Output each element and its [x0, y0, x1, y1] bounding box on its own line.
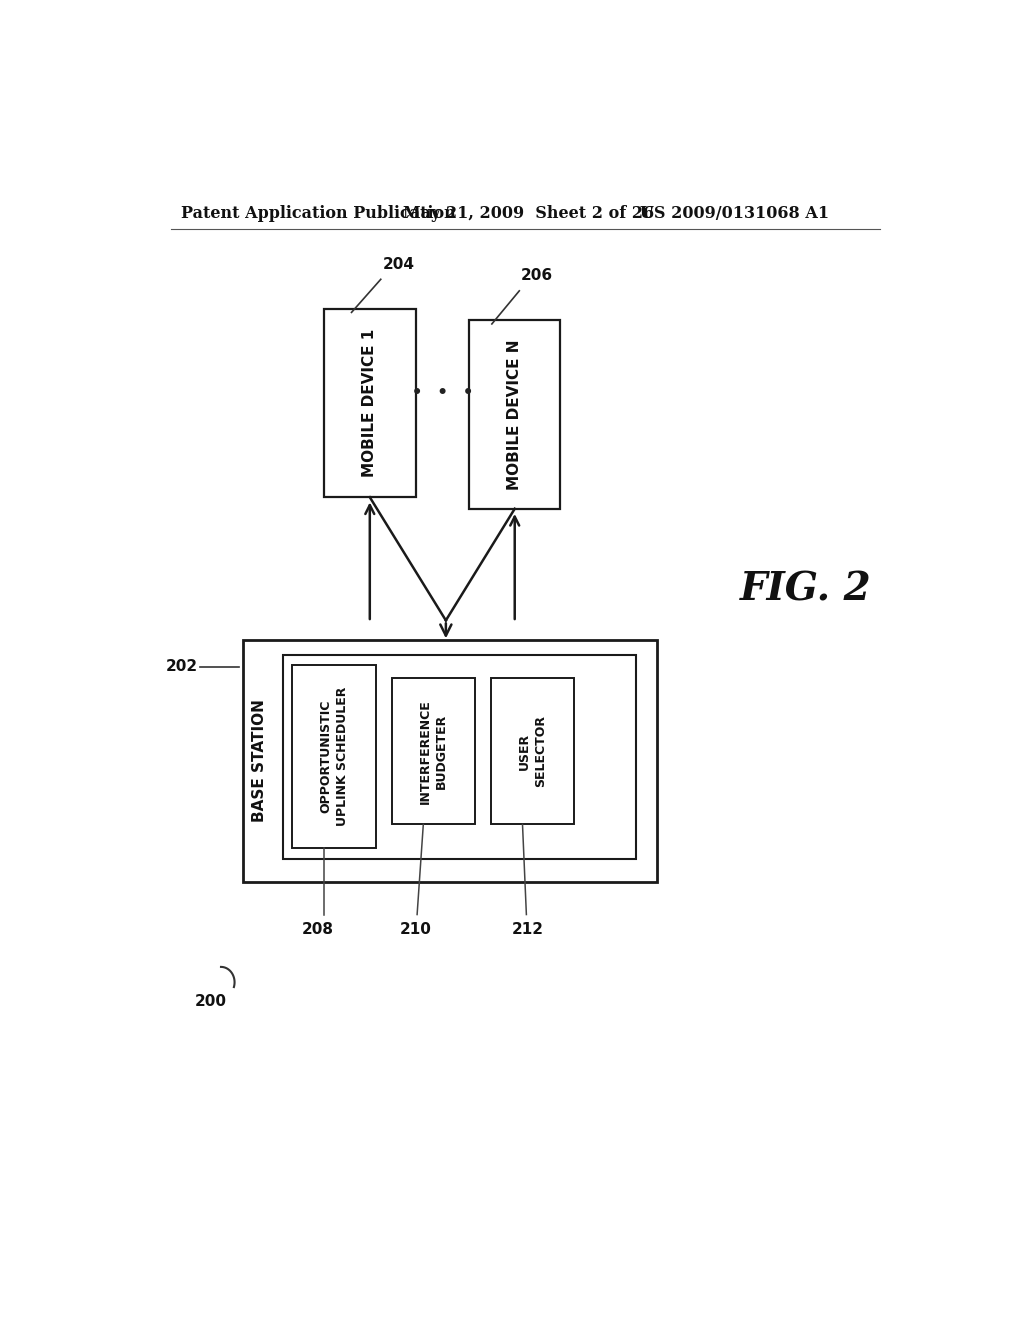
Bar — [243, 640, 657, 882]
Text: 200: 200 — [195, 994, 227, 1008]
Bar — [490, 678, 574, 825]
Text: Patent Application Publication: Patent Application Publication — [180, 206, 456, 222]
Text: 206: 206 — [521, 268, 553, 284]
Text: 202: 202 — [166, 659, 198, 675]
Text: 210: 210 — [399, 923, 431, 937]
Text: US 2009/0131068 A1: US 2009/0131068 A1 — [640, 206, 828, 222]
Text: MOBILE DEVICE N: MOBILE DEVICE N — [507, 339, 522, 490]
Bar — [469, 321, 560, 508]
Text: USER
SELECTOR: USER SELECTOR — [518, 715, 547, 787]
Text: 208: 208 — [302, 923, 334, 937]
Bar — [324, 309, 416, 498]
Text: 204: 204 — [382, 256, 415, 272]
Bar — [292, 665, 376, 849]
Bar — [391, 678, 475, 825]
Text: INTERFERENCE
BUDGETER: INTERFERENCE BUDGETER — [419, 698, 447, 804]
Text: FIG. 2: FIG. 2 — [740, 570, 871, 609]
Text: •  •  •: • • • — [411, 383, 474, 404]
Text: 212: 212 — [512, 923, 544, 937]
Bar — [283, 655, 636, 859]
Text: MOBILE DEVICE 1: MOBILE DEVICE 1 — [362, 329, 377, 477]
Text: May 21, 2009  Sheet 2 of 26: May 21, 2009 Sheet 2 of 26 — [403, 206, 654, 222]
Text: OPPORTUNISTIC
UPLINK SCHEDULER: OPPORTUNISTIC UPLINK SCHEDULER — [319, 686, 348, 826]
Text: BASE STATION: BASE STATION — [252, 700, 267, 822]
